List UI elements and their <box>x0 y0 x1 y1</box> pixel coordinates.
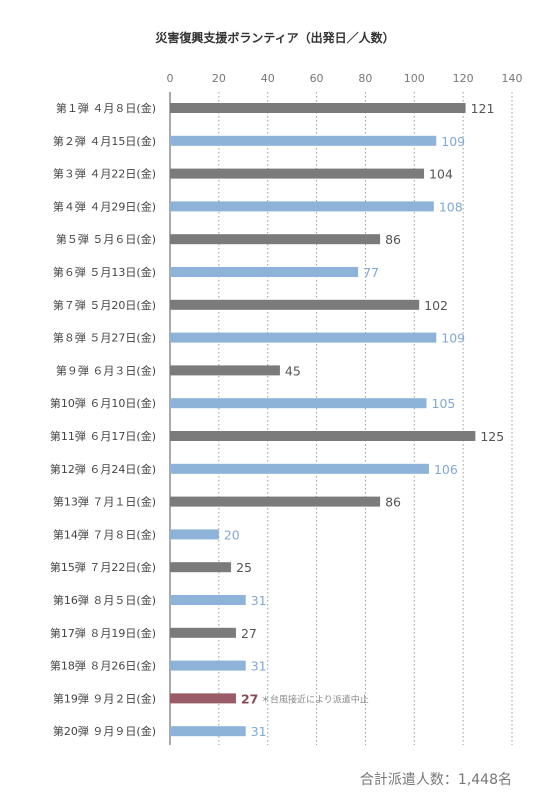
value-label: 31 <box>251 593 267 608</box>
bar <box>170 463 429 474</box>
category-label: 第７弾 ５月20日(金) <box>53 298 156 312</box>
value-label: 86 <box>385 495 401 510</box>
category-label: 第18弾 ８月26日(金) <box>50 659 156 673</box>
bars: 第１弾 ４月８日(金) 121 第２弾 ４月15日(金) 109 第３弾 ４月22日(金… <box>50 101 504 739</box>
annotation-note: ＊台風接近により派遣中止 <box>261 693 369 705</box>
category-label: 第11弾 ６月17日(金) <box>50 429 156 443</box>
category-label: 第２弾 ４月15日(金) <box>53 134 156 148</box>
x-tick-label: 120 <box>453 72 474 85</box>
bar <box>170 103 466 113</box>
value-label: 27 <box>241 691 258 706</box>
bar <box>170 365 280 376</box>
value-label: 25 <box>236 560 252 575</box>
value-label: 106 <box>434 462 458 477</box>
bar <box>170 693 236 704</box>
total-label: 合計派遣人数：1,448名 <box>360 772 512 788</box>
value-label: 86 <box>385 232 401 247</box>
bar <box>170 595 246 605</box>
bar <box>170 299 420 310</box>
value-label: 31 <box>251 659 267 674</box>
category-label: 第９弾 ６月３日(金) <box>56 363 156 377</box>
category-label: 第13弾 ７月１日(金) <box>53 495 156 509</box>
x-axis-ticks: 0 20 40 60 80 100 120 140 <box>167 72 523 85</box>
bar <box>170 562 232 573</box>
category-label: 第８弾 ５月27日(金) <box>53 331 156 345</box>
category-label: 第４弾 ４月29日(金) <box>53 199 156 213</box>
value-label: 102 <box>424 298 448 313</box>
x-tick-label: 60 <box>310 72 324 85</box>
category-label: 第19弾 ９月２日(金) <box>53 691 156 705</box>
x-tick-label: 40 <box>261 72 275 85</box>
bar <box>170 660 246 671</box>
value-label: 125 <box>480 429 504 444</box>
category-label: 第１弾 ４月８日(金) <box>56 101 156 115</box>
value-label: 77 <box>363 265 379 280</box>
bar <box>170 168 425 179</box>
category-label: 第14弾 ７月８日(金) <box>53 527 156 541</box>
category-label: 第６弾 ５月13日(金) <box>53 265 156 279</box>
bar <box>170 398 427 409</box>
value-label: 105 <box>432 396 456 411</box>
category-label: 第20弾 ９月９日(金) <box>53 724 156 738</box>
value-label: 109 <box>441 331 465 346</box>
value-label: 104 <box>429 167 453 182</box>
value-label: 109 <box>441 134 465 149</box>
bar <box>170 726 246 737</box>
category-label: 第５弾 ５月６日(金) <box>56 232 156 246</box>
bar <box>170 234 381 245</box>
value-label: 27 <box>241 626 257 641</box>
value-label: 20 <box>224 527 240 542</box>
value-label: 45 <box>285 363 301 378</box>
bar <box>170 627 236 638</box>
bar <box>170 431 476 441</box>
chart-title: 災害復興支援ボランティア（出発日／人数） <box>155 30 394 45</box>
gridlines <box>169 92 513 745</box>
category-label: 第３弾 ４月22日(金) <box>53 167 156 181</box>
category-label: 第17弾 ８月19日(金) <box>50 626 156 640</box>
x-tick-label: 80 <box>358 72 372 85</box>
category-label: 第12弾 ６月24日(金) <box>50 462 156 476</box>
bar <box>170 529 219 540</box>
value-label: 108 <box>439 199 463 214</box>
x-tick-label: 100 <box>404 72 425 85</box>
bar <box>170 267 359 277</box>
bar <box>170 135 437 146</box>
category-label: 第15弾 ７月22日(金) <box>50 560 156 574</box>
value-label: 121 <box>471 101 495 116</box>
x-tick-label: 0 <box>167 72 174 85</box>
bar <box>170 332 437 343</box>
bar <box>170 201 434 212</box>
category-label: 第16弾 ８月５日(金) <box>53 593 156 607</box>
category-label: 第10弾 ６月10日(金) <box>50 396 156 410</box>
value-label: 31 <box>251 724 267 739</box>
x-tick-label: 140 <box>502 72 523 85</box>
x-tick-label: 20 <box>212 72 226 85</box>
bar <box>170 496 381 507</box>
